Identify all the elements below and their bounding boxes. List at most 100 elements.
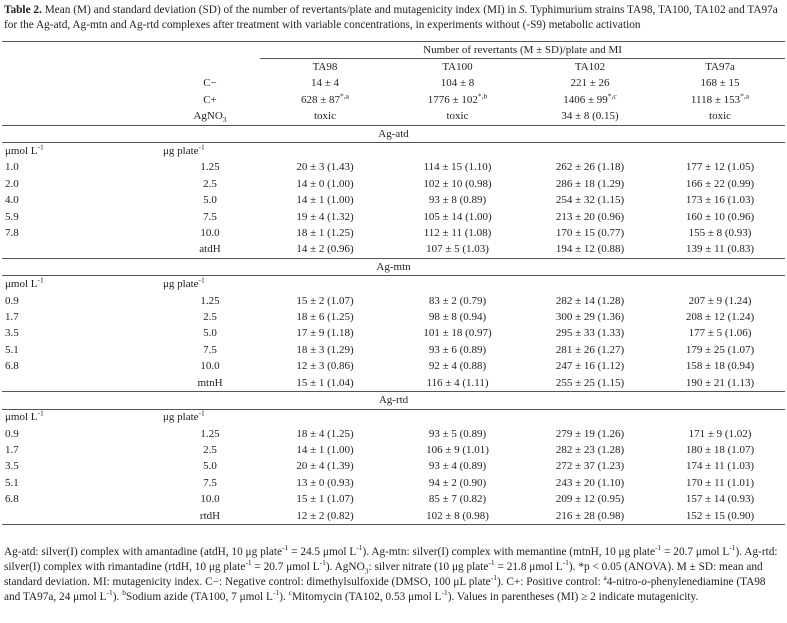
cell-text: 94 ± 2 (0.90): [428, 476, 487, 489]
table-cell: 15 ± 2 (1.07): [260, 293, 390, 309]
text-run: 4-nitro-: [606, 576, 642, 588]
table-cell: 177 ± 12 (1.05): [655, 160, 785, 176]
cell-text: 114 ± 15 (1.10): [423, 161, 492, 174]
cell-text: 2.5: [203, 444, 217, 457]
superscript: -1: [198, 142, 205, 152]
text-run: ).: [112, 591, 123, 603]
table-cell: 102 ± 10 (0.98): [390, 176, 525, 192]
cell-text: 209 ± 12 (0.95): [555, 493, 625, 506]
table-cell: 194 ± 12 (0.88): [525, 241, 655, 260]
row-label: AgNO3: [160, 108, 260, 126]
table-cell: 12 ± 3 (0.86): [260, 358, 390, 374]
cell-text: 18 ± 3 (1.29): [296, 343, 354, 356]
cell-text: 3.5: [5, 460, 19, 473]
row-label: 2.5: [160, 442, 260, 458]
table-cell: 170 ± 15 (0.77): [525, 225, 655, 241]
row-label: 0.9: [2, 293, 160, 309]
cell-text: 1.7: [5, 310, 19, 323]
row-label: 2.5: [160, 309, 260, 325]
text-run: c: [288, 588, 292, 598]
table-cell: 105 ± 14 (1.00): [390, 209, 525, 225]
table-row: 3.5 5.0 17 ± 9 (1.18) 101 ± 18 (0.97) 295 ± …: [2, 326, 785, 342]
table-cell: 18 ± 4 (1.25): [260, 426, 390, 442]
cell-text: 92 ± 4 (0.88): [428, 360, 487, 373]
row-label: 4.0: [2, 193, 160, 209]
row-label: 1.7: [2, 442, 160, 458]
table-row: AgNO3 toxic toxic 34 ± 8 (0.15) toxic: [2, 108, 786, 126]
row-label: C+: [160, 92, 260, 108]
text-run: -1: [319, 558, 326, 568]
cell-text: 5.1: [5, 476, 19, 489]
table-cell: [390, 276, 525, 293]
table-cell: 179 ± 25 (1.07): [655, 342, 785, 358]
cell-text: 282 ± 14 (1.28): [555, 294, 625, 307]
section-title: Ag-mtn: [2, 258, 786, 277]
row-label: 0.9: [2, 426, 160, 442]
text-run: = 20.7 μmol L: [251, 561, 320, 573]
table-row: Ag-rtd: [2, 391, 786, 410]
cell-text: 155 ± 8 (0.93): [688, 226, 752, 239]
cell-text: μmol L: [5, 278, 38, 291]
table-cell: 1406 ± 99*,c: [525, 92, 655, 108]
table-cell: 173 ± 16 (1.03): [655, 193, 785, 209]
text-run: Mitomycin (TA102, 0.53 μmol L: [291, 591, 442, 603]
superscript: -1: [198, 408, 205, 418]
cell-text: 1.7: [5, 444, 19, 457]
row-label: atdH: [160, 241, 260, 260]
cell-text: 101 ± 18 (0.97): [423, 327, 492, 340]
table-row: Ag-mtn: [2, 258, 786, 277]
text-run: : silver nitrate (10 μg plate: [368, 561, 489, 573]
row-label: 7.5: [160, 342, 260, 358]
text-run: -1: [729, 543, 736, 553]
cell-text: 243 ± 20 (1.10): [555, 476, 625, 489]
table-cell: [2, 59, 160, 76]
row-label: 6.8: [2, 358, 160, 374]
row-label: C−: [160, 76, 260, 92]
cell-text: 7.5: [203, 343, 217, 356]
cell-text: 20 ± 3 (1.43): [296, 161, 354, 174]
text-run: -1: [282, 543, 289, 553]
text-run: -1: [655, 543, 662, 553]
text-run: Typhimurium strains TA98, TA100, TA102 a…: [4, 4, 778, 31]
column-group-header: Number of revertants (M ± SD)/plate and …: [260, 40, 786, 60]
cell-text: toxic: [709, 110, 732, 123]
table-row: mtnH 15 ± 1 (1.04) 116 ± 4 (1.11) 255 ± 25 …: [2, 374, 786, 393]
cell-text: 152 ± 15 (0.90): [685, 509, 755, 522]
table-cell: 18 ± 6 (1.25): [260, 309, 390, 325]
table-cell: 300 ± 29 (1.36): [525, 309, 655, 325]
row-label: 5.1: [2, 475, 160, 491]
row-label: 5.0: [160, 326, 260, 342]
cell-text: 106 ± 9 (1.01): [426, 444, 489, 457]
table-cell: 216 ± 28 (0.98): [525, 507, 655, 526]
table-row: μmol L-1 μg plate-1: [2, 276, 785, 293]
row-label: [2, 374, 160, 393]
cell-text: 6.8: [5, 360, 19, 373]
row-label: [2, 507, 160, 526]
table-cell: [525, 143, 655, 160]
text-run: = 20.7 μmol L: [661, 546, 730, 558]
row-label: 7.5: [160, 475, 260, 491]
table-cell: 157 ± 14 (0.93): [655, 492, 785, 508]
table-cell: [160, 40, 260, 59]
row-label: 10.0: [160, 225, 260, 241]
cell-text: 83 ± 2 (0.79): [428, 294, 487, 307]
table-cell: 209 ± 12 (0.95): [525, 492, 655, 508]
superscript: *,b: [477, 91, 488, 101]
text-run: = 24.5 μmol L: [288, 546, 357, 558]
column-header: TA102: [525, 59, 655, 76]
cell-text: Ag-mtn: [376, 260, 411, 273]
column-header: TA97a: [655, 59, 785, 76]
table-cell: 247 ± 16 (1.12): [525, 358, 655, 374]
table-cell: 98 ± 8 (0.94): [390, 309, 525, 325]
column-header: TA100: [390, 59, 525, 76]
text-run: ).: [279, 591, 289, 603]
section-title: Ag-atd: [2, 125, 786, 144]
cell-text: 221 ± 26: [570, 77, 610, 90]
row-label: 1.25: [160, 293, 260, 309]
cell-text: atdH: [199, 243, 221, 256]
table-row: 0.9 1.25 18 ± 4 (1.25) 93 ± 5 (0.89) 279 ± 1…: [2, 426, 785, 442]
table-cell: 93 ± 4 (0.89): [390, 459, 525, 475]
cell-text: 93 ± 5 (0.89): [428, 427, 487, 440]
table-cell: 20 ± 3 (1.43): [260, 160, 390, 176]
unit-header: μg plate-1: [160, 276, 260, 293]
